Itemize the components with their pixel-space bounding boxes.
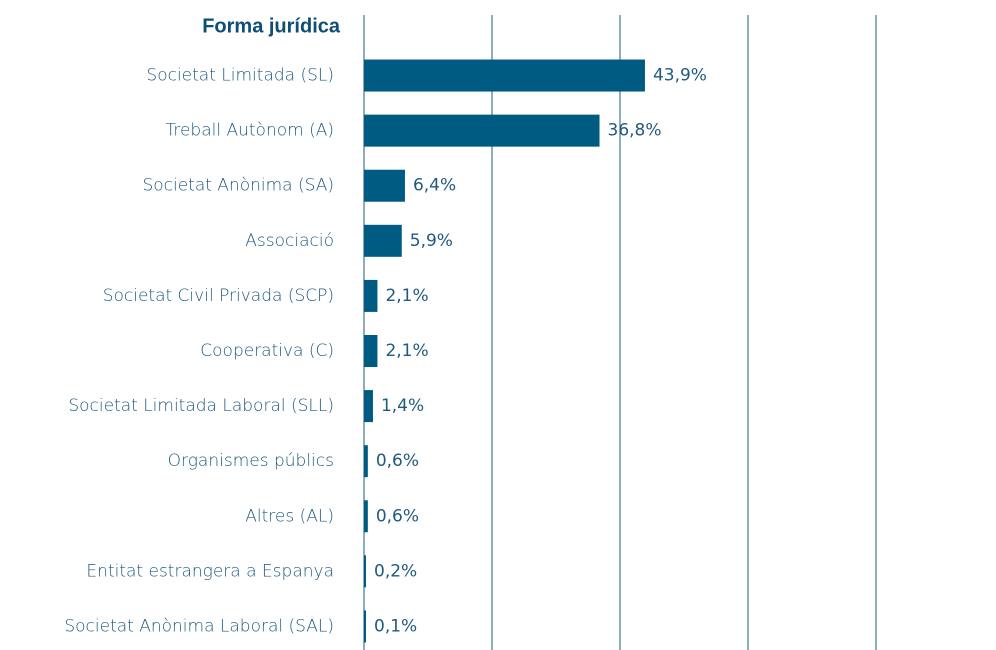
value-label: 0,6% [376,451,419,471]
category-label: Cooperativa (C) [200,341,334,361]
category-label: Societat Anònima (SA) [142,176,334,196]
value-label: 0,1% [374,616,417,636]
bar [364,445,368,478]
bar [364,335,378,367]
category-label: Societat Limitada Laboral (SLL) [68,396,334,416]
bar [364,500,368,533]
bar [364,555,366,588]
category-label: Associació [245,231,334,251]
category-label: Treball Autònom (A) [165,121,334,141]
value-label: 5,9% [410,231,453,251]
value-label: 2,1% [385,286,428,306]
bar [364,114,600,147]
value-label: 2,1% [385,341,428,361]
value-label: 6,4% [413,176,456,196]
chart-title: Forma jurídica [202,15,341,37]
value-label: 1,4% [381,396,424,416]
value-label: 36,8% [608,121,662,141]
category-label: Entitat estrangera a Espanya [86,561,334,581]
value-label: 43,9% [653,66,707,86]
category-label: Societat Civil Privada (SCP) [103,286,334,306]
category-label: Altres (AL) [245,506,334,526]
bar [364,224,402,257]
value-label: 0,2% [374,561,417,581]
bar [364,59,645,92]
category-label: Organismes públics [168,451,334,471]
value-label: 0,6% [376,506,419,526]
category-label: Societat Limitada (SL) [146,66,334,86]
bar [364,390,373,423]
category-label: Societat Anònima Laboral (SAL) [64,616,334,636]
bar [364,279,378,312]
bar [364,169,405,202]
bar [364,610,366,643]
